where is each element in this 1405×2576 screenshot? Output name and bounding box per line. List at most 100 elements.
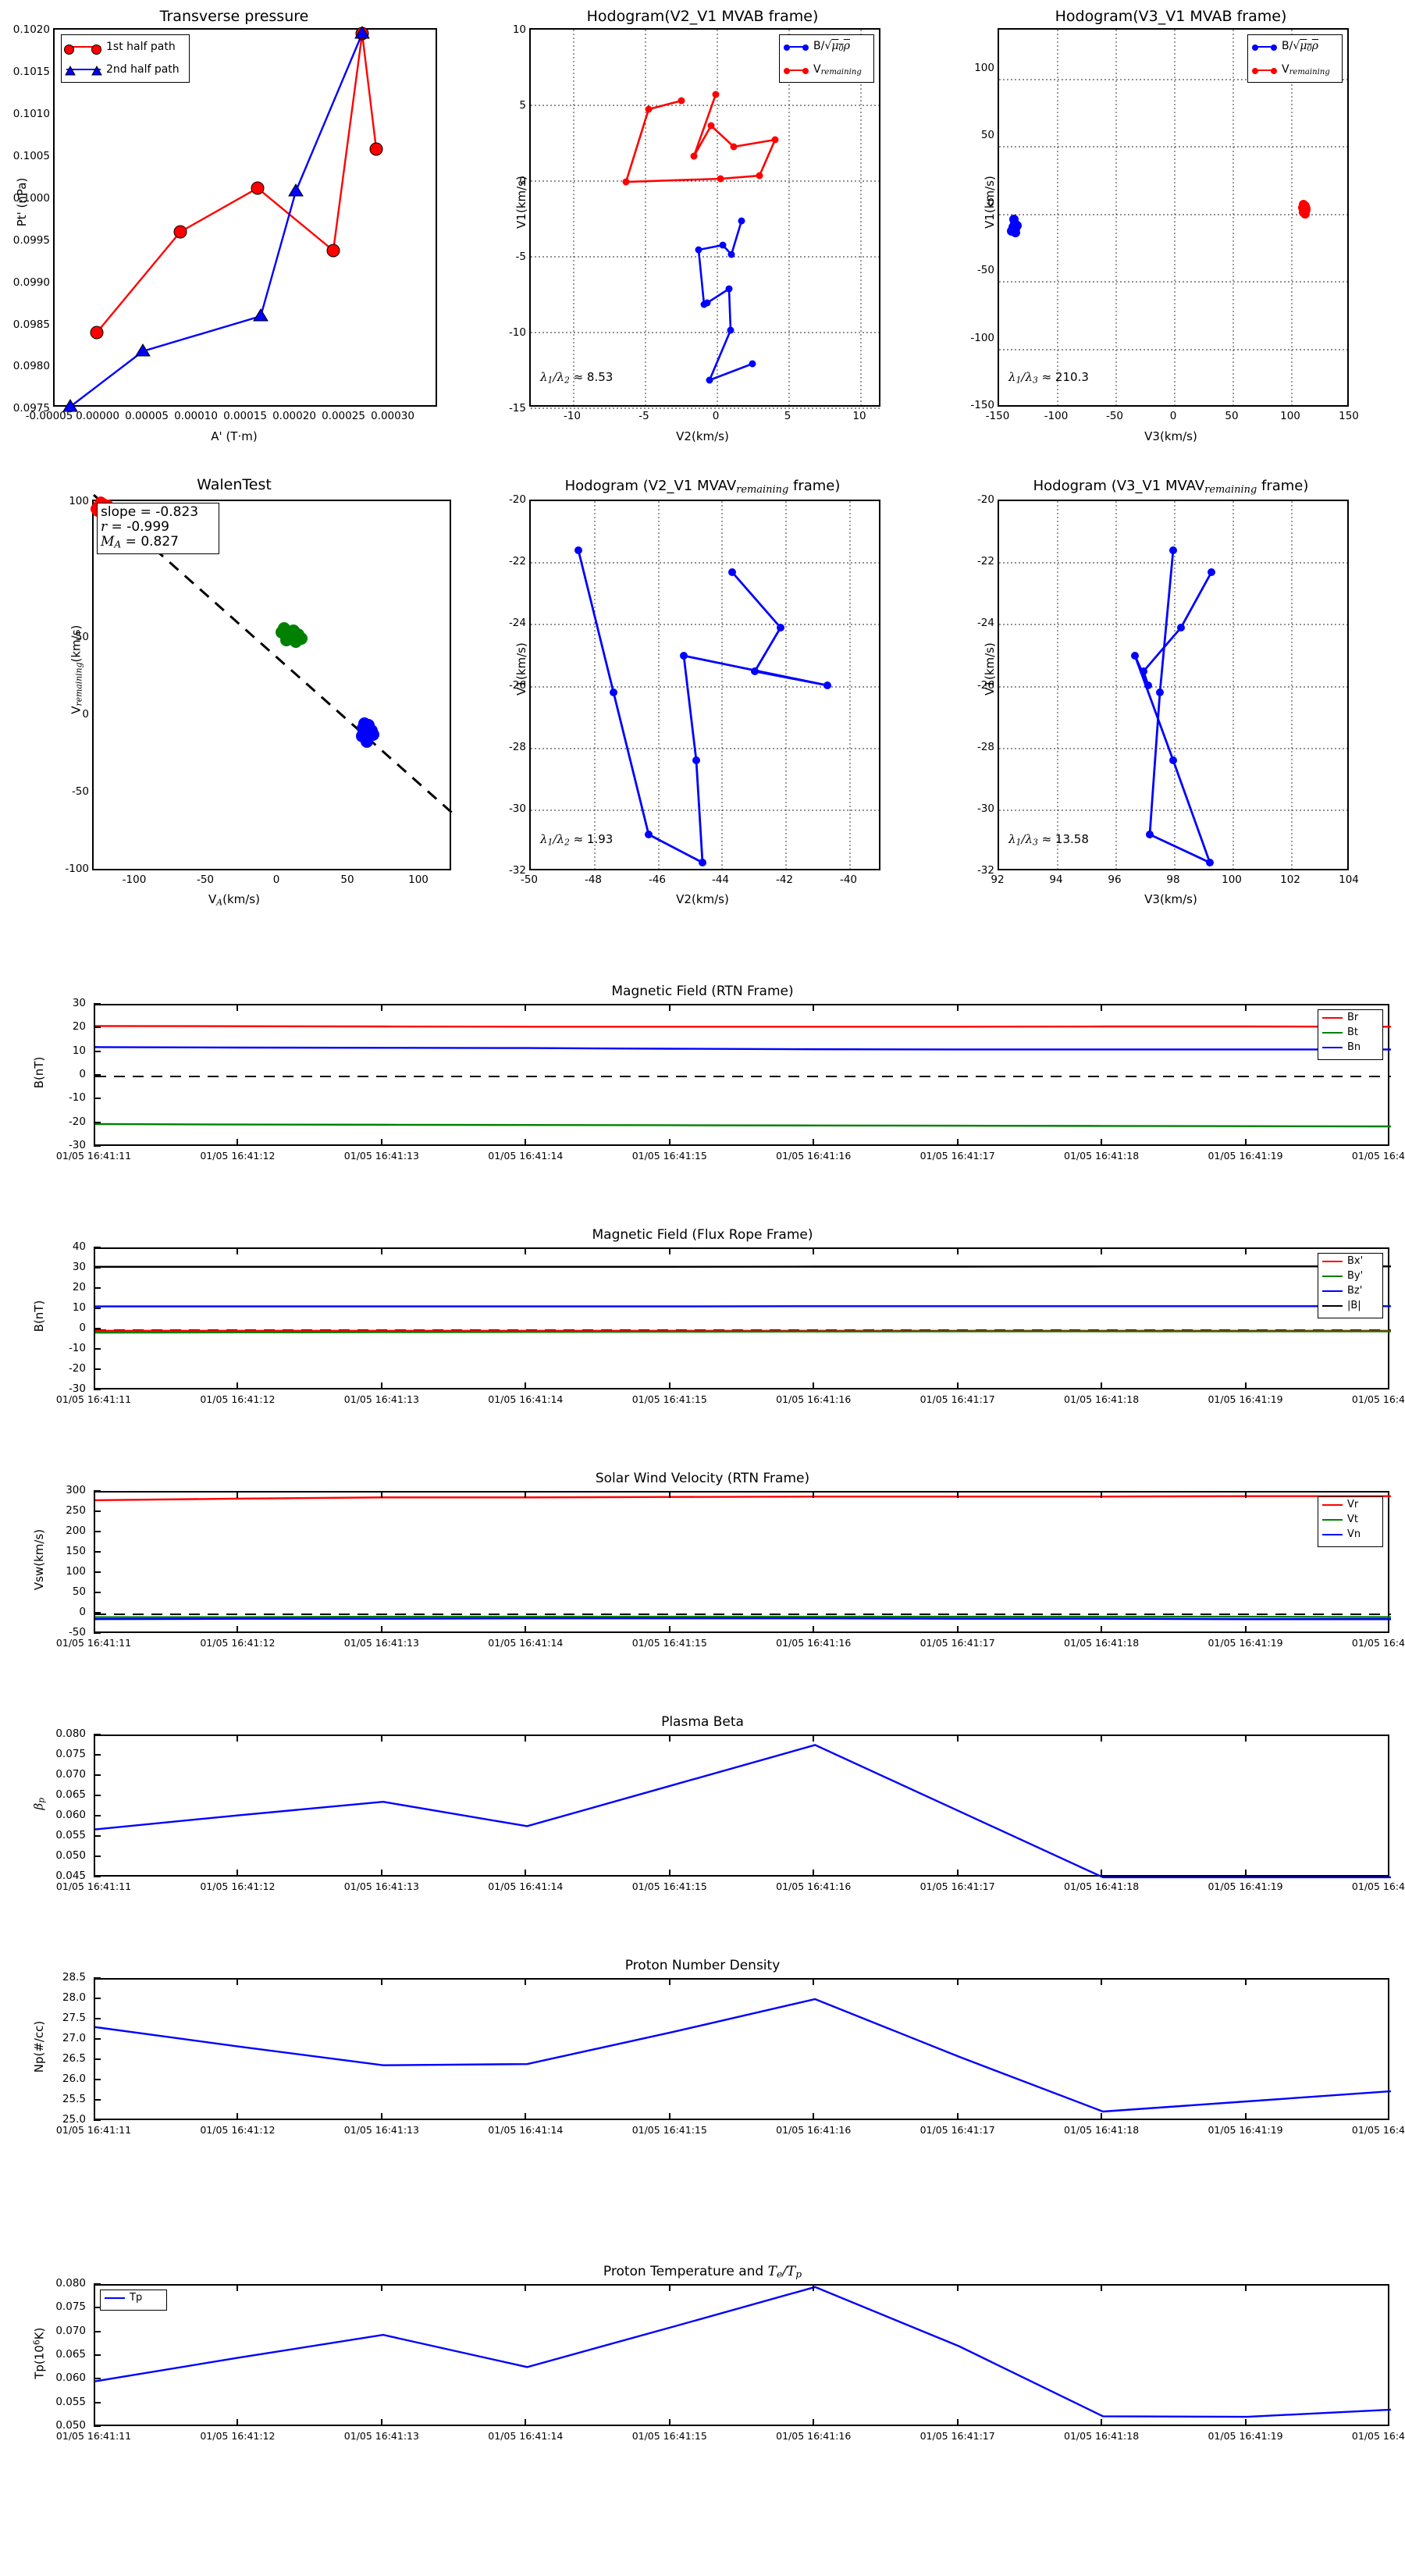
y-tick-vsw_rtn: 200	[66, 1525, 86, 1537]
x-axis-label: A' (T·m)	[211, 429, 258, 443]
y-tick-mark	[94, 2079, 101, 2080]
x-tick-mark	[525, 1735, 527, 1742]
time-tick: 01/05 16:41:19	[1208, 1150, 1283, 1162]
y-tick-vsw_rtn: 100	[66, 1565, 86, 1578]
x-tick-mark	[813, 1382, 815, 1389]
plot-svg	[94, 1265, 1391, 1334]
y-tick: 0.0990	[12, 276, 50, 289]
x-tick-mark	[813, 1247, 815, 1254]
y-tick: 50	[75, 631, 89, 643]
time-tick: 01/05 16:41:14	[488, 1150, 564, 1162]
legend-swatch	[1322, 1290, 1343, 1292]
x-tick-mark	[813, 1491, 815, 1498]
time-tick: 01/05 16:41:14	[488, 1393, 564, 1405]
x-tick-mark	[1244, 1382, 1247, 1389]
y-tick: -26	[508, 679, 526, 692]
x-tick-mark	[956, 1735, 959, 1742]
series-tp	[94, 2286, 1392, 2418]
y-tick: -30	[976, 802, 994, 815]
y-tick-mark	[94, 1876, 101, 1877]
legend-vsw_rtn: Vr Vt Vn	[1318, 1496, 1383, 1547]
plot-area-proton_temp	[94, 2284, 1392, 2426]
plot-svg	[91, 493, 454, 815]
y-tick-mark	[94, 1510, 101, 1512]
y-tick-plasma_beta: 0.065	[55, 1788, 86, 1801]
time-tick: 01/05 16:41:16	[776, 1637, 852, 1649]
y-tick-plasma_beta: 0.070	[55, 1768, 86, 1781]
time-tick: 01/05 16:41:18	[1064, 1637, 1140, 1649]
y-tick-mark	[94, 2038, 101, 2040]
y-tick-mark	[94, 1734, 101, 1735]
y-axis-label: V1(km/s)	[514, 176, 528, 229]
y-tick-mark	[94, 1145, 101, 1147]
x-axis-label: VA(km/s)	[208, 892, 260, 908]
panel-title: Hodogram (V3_V1 MVAVremaining frame)	[1033, 478, 1309, 496]
time-tick: 01/05 16:41:19	[1208, 2124, 1283, 2136]
y-tick: -15	[508, 402, 526, 415]
y-tick-mark	[94, 1531, 101, 1532]
x-tick-mark	[525, 1870, 527, 1877]
legend-label: Vr	[1347, 1499, 1359, 1510]
x-tick-mark	[525, 1978, 527, 1985]
x-tick-mark	[956, 2419, 959, 2426]
x-tick: -100	[1044, 410, 1069, 422]
time-tick: 01/05 16:41:19	[1208, 2430, 1283, 2442]
y-tick-mark	[94, 1592, 101, 1593]
y-tick-mark	[94, 1308, 101, 1309]
series-bn	[94, 1046, 1391, 1051]
x-tick-mark	[668, 1382, 670, 1389]
y-tick: -50	[976, 264, 994, 276]
x-tick: 0	[712, 410, 720, 422]
legend-label: Bn	[1347, 1041, 1361, 1053]
plot-area	[53, 26, 437, 412]
y-axis-label: V1(km/s)	[983, 642, 997, 696]
markers-path	[574, 546, 831, 866]
x-tick-mark	[525, 2113, 527, 2120]
plot-area-proton_density	[94, 1978, 1392, 2120]
x-tick-mark	[380, 1382, 382, 1389]
y-axis-label: V1(km/s)	[514, 642, 528, 696]
eigenvalue-ratio-annotation: λ1/λ2 ≈ 1.93	[540, 832, 614, 848]
legend-swatch-blue	[784, 44, 809, 51]
y-tick: 10	[512, 23, 526, 36]
legend-swatch-red-circle	[64, 44, 101, 55]
x-tick: 0.00020	[272, 410, 316, 422]
y-tick-mag_fluxrope: 0	[79, 1322, 86, 1334]
x-tick: 98	[1166, 873, 1180, 886]
y-tick-plasma_beta: 0.045	[55, 1870, 86, 1882]
legend-item-valfven: B/√μ0ρ	[1248, 35, 1342, 59]
x-tick-mark	[237, 2113, 239, 2120]
x-tick-mark	[237, 1978, 239, 1985]
x-tick: -10	[563, 410, 582, 422]
cluster-vremaining	[1298, 200, 1311, 219]
y-tick-proton_density: 27.5	[62, 2012, 86, 2024]
time-tick: 01/05 16:41:20	[1351, 1150, 1405, 1162]
markers-valfven	[695, 217, 756, 384]
y-tick-plasma_beta: 0.080	[55, 1727, 86, 1740]
plot-svg	[94, 1495, 1392, 1621]
legend-item-vremaining: Vremaining	[780, 59, 873, 82]
x-tick: 94	[1049, 873, 1063, 886]
y-tick-mark	[94, 2283, 101, 2285]
x-tick: -46	[648, 873, 667, 886]
legend-item: |B|	[1318, 1298, 1382, 1313]
time-tick: 01/05 16:41:19	[1208, 1393, 1283, 1405]
y-axis-label-proton_density: Np(#/cc)	[32, 2020, 46, 2073]
time-tick: 01/05 16:41:18	[1064, 2124, 1140, 2136]
panel-title-plasma_beta: Plasma Beta	[661, 1714, 744, 1730]
panel-title-mag_rtn: Magnetic Field (RTN Frame)	[611, 984, 794, 999]
x-tick-mark	[956, 1626, 959, 1633]
plot-area	[529, 28, 882, 409]
y-tick-mark	[94, 2099, 101, 2101]
y-tick: -22	[976, 555, 994, 568]
x-tick-mark	[237, 1870, 239, 1877]
x-tick-mark	[956, 2113, 959, 2120]
x-tick: 150	[1339, 410, 1359, 422]
legend-swatch	[1322, 1260, 1343, 1262]
y-tick-proton_density: 27.0	[62, 2032, 86, 2044]
x-tick-mark	[237, 2419, 239, 2426]
stat-ma: MA = 0.827	[101, 534, 179, 550]
time-tick: 01/05 16:41:19	[1208, 1880, 1283, 1892]
legend-swatch	[1322, 1031, 1343, 1034]
